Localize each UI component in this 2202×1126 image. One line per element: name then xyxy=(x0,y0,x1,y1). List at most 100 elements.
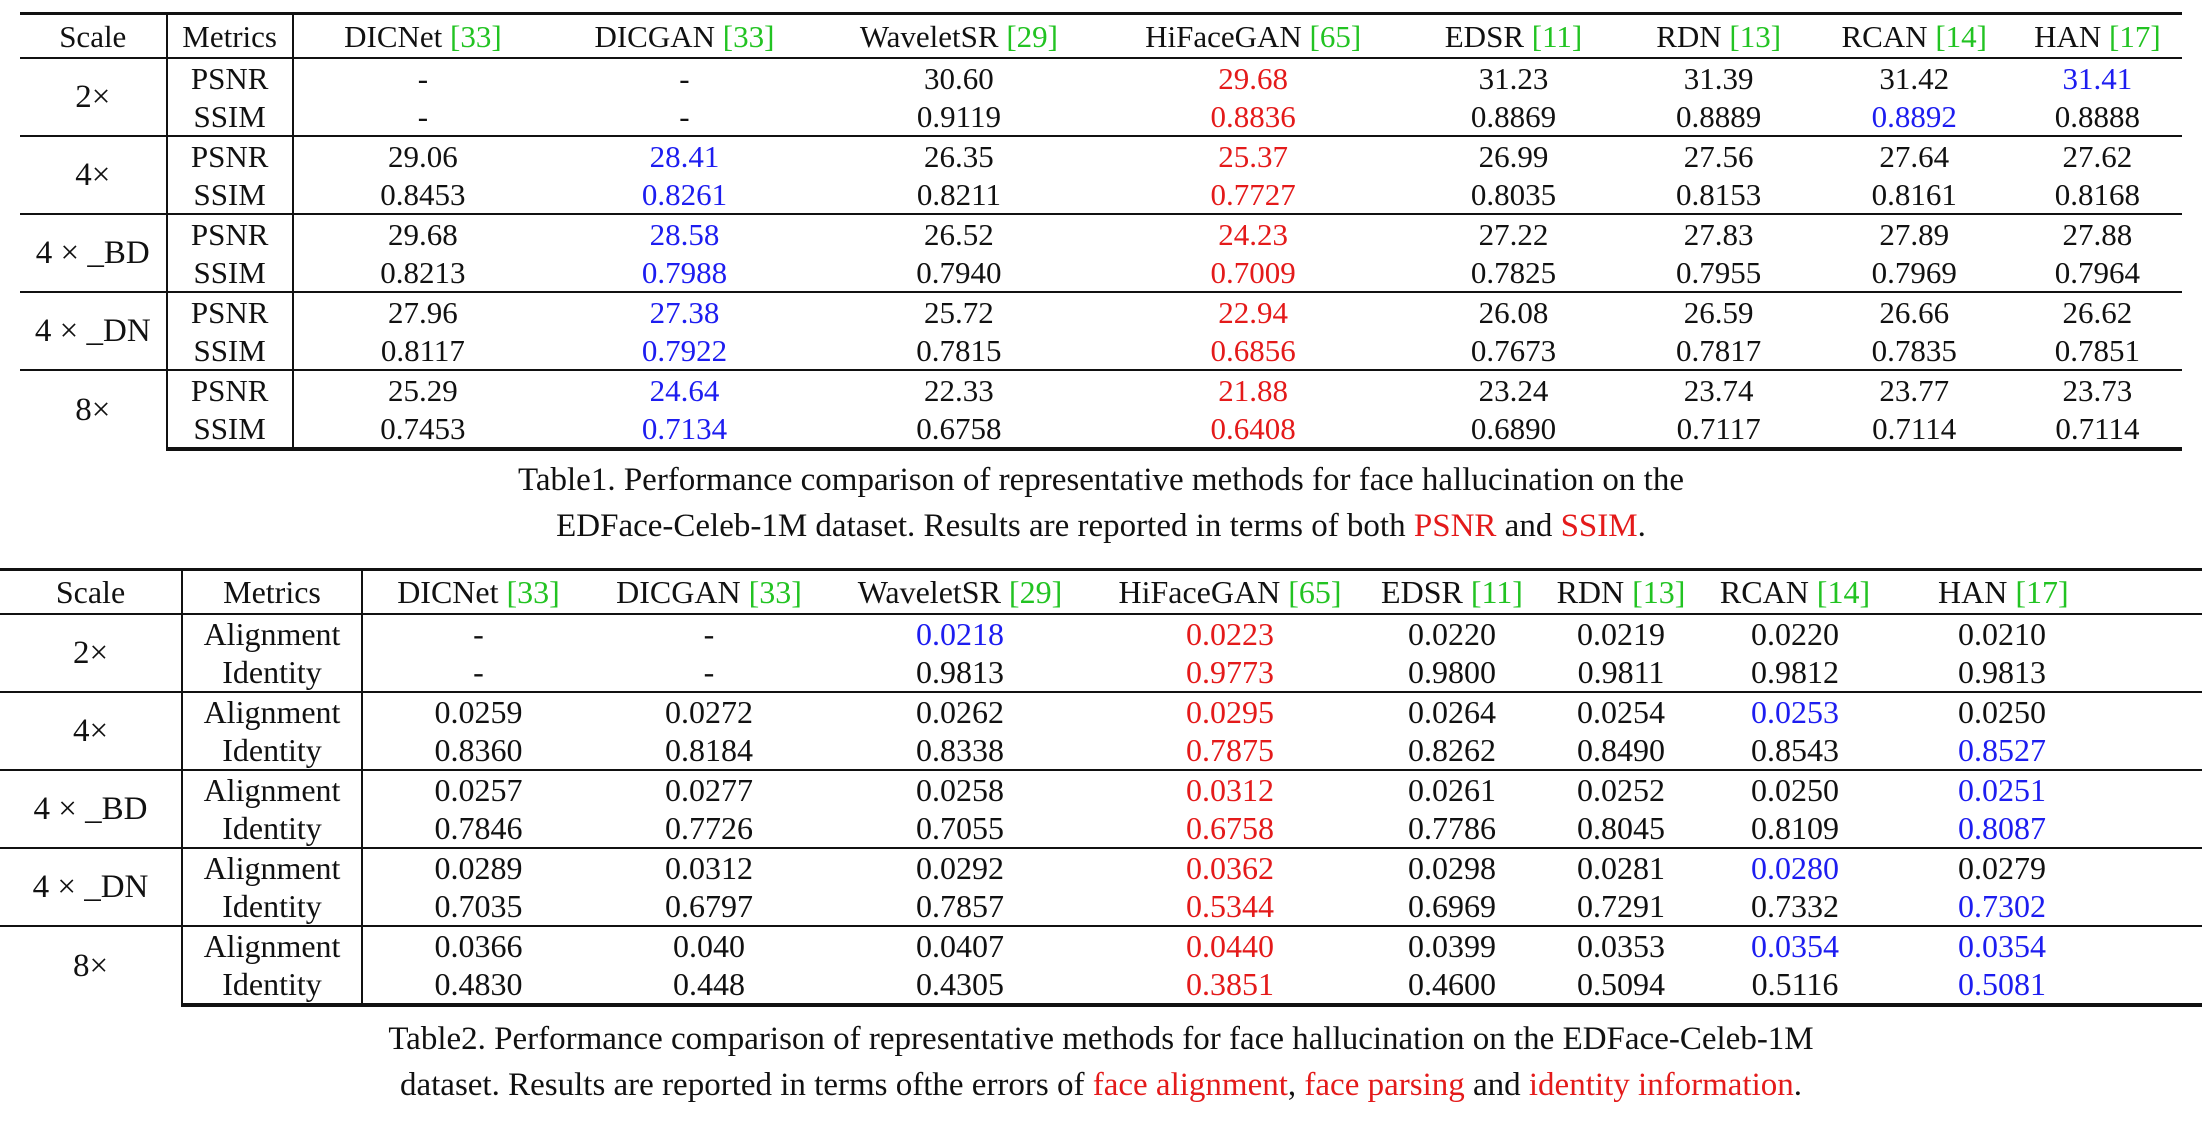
header-metrics: Metrics xyxy=(182,568,363,615)
table-1-caption: Table1. Performance comparison of repres… xyxy=(0,457,2202,549)
citation-link[interactable]: [11] xyxy=(1531,18,1583,54)
metric-cell: PSNR xyxy=(166,135,294,175)
value-cell: 0.8360 xyxy=(434,732,523,768)
citation-link[interactable]: [13] xyxy=(1632,574,1686,610)
scale-cell: 2× xyxy=(20,57,168,136)
metric-cell: Identity xyxy=(182,887,363,926)
scale-cell: 2× xyxy=(0,613,183,692)
metric-cell: SSIM xyxy=(166,175,294,214)
value-cell: 0.0280 xyxy=(1702,847,1888,887)
value-cell: 0.8117 xyxy=(380,332,465,368)
value-cell: 0.0277 xyxy=(594,769,824,809)
header-method: DICGAN [33] xyxy=(552,12,817,59)
metric-cell: Alignment xyxy=(182,925,363,965)
value-cell: 0.7988 xyxy=(641,254,728,290)
table-row: SSIM 0.8213 0.7988 0.7940 0.7009 0.7825 … xyxy=(20,253,2182,292)
value-cell: 0.0223 xyxy=(1096,613,1364,653)
value-cell: 0.0366 xyxy=(362,925,594,965)
table-row: SSIM - - 0.9119 0.8836 0.8869 0.8889 0.8… xyxy=(20,97,2182,136)
value-cell: 27.89 xyxy=(1815,213,2013,253)
table-row: 8× PSNR 25.29 24.64 22.33 21.88 23.24 23… xyxy=(20,369,2182,449)
value-cell: 0.0362 xyxy=(1096,847,1364,887)
value-cell: 27.56 xyxy=(1621,135,1816,175)
citation-link[interactable]: [17] xyxy=(2015,574,2069,610)
value-cell: 26.66 xyxy=(1815,291,2013,331)
metric-cell: PSNR xyxy=(166,369,294,409)
citation-link[interactable]: [29] xyxy=(1006,18,1058,54)
value-cell: 0.7955 xyxy=(1676,254,1762,290)
value-cell: 0.0354 xyxy=(1702,925,1888,965)
value-cell: 0.8892 xyxy=(1871,98,1957,134)
value-cell: 23.73 xyxy=(2012,369,2182,409)
value-cell: 0.6890 xyxy=(1405,409,1622,451)
value-cell: 0.7922 xyxy=(641,332,728,368)
citation-link[interactable]: [14] xyxy=(1935,18,1987,54)
table-row: 4× PSNR 29.06 28.41 26.35 25.37 26.99 27… xyxy=(20,135,2182,214)
citation-link[interactable]: [17] xyxy=(2109,18,2161,54)
citation-link[interactable]: [65] xyxy=(1288,574,1342,610)
scale-cell: 4 × _DN xyxy=(0,847,183,926)
value-cell: 0.6797 xyxy=(665,888,753,924)
citation-link[interactable]: [33] xyxy=(748,574,802,610)
value-cell: 27.83 xyxy=(1621,213,1816,253)
table-2-header-row: Scale Metrics DICNet [33] DICGAN [33] Wa… xyxy=(0,568,2202,615)
value-cell: 29.68 xyxy=(1100,57,1406,97)
value-cell: 0.0220 xyxy=(1364,613,1540,653)
value-cell: 0.7114 xyxy=(1815,409,2013,451)
value-cell: 0.7726 xyxy=(665,810,753,846)
citation-link[interactable]: [29] xyxy=(1008,574,1063,610)
value-cell: 0.0257 xyxy=(362,769,594,809)
value-cell: 23.24 xyxy=(1405,369,1622,409)
value-cell: 24.64 xyxy=(552,369,817,409)
header-scale: Scale xyxy=(20,12,168,59)
table-row: 2× Alignment - - 0.0218 0.0223 0.0220 0.… xyxy=(0,613,2202,692)
table-row: 8× Alignment 0.0366 0.040 0.0407 0.0440 … xyxy=(0,925,2202,1005)
value-cell: 0.7817 xyxy=(1676,332,1762,368)
metric-cell: Identity xyxy=(182,653,363,692)
scale-cell: 4× xyxy=(0,691,183,770)
value-cell: 0.8889 xyxy=(1676,98,1762,134)
citation-link[interactable]: [33] xyxy=(722,18,775,54)
table-row: Identity 0.7846 0.7726 0.7055 0.6758 0.7… xyxy=(0,809,2202,848)
header-method: EDSR [11] xyxy=(1364,568,1540,615)
value-cell: 0.0219 xyxy=(1540,613,1702,653)
value-cell: 0.9812 xyxy=(1751,654,1839,690)
value-cell: 0.8045 xyxy=(1577,810,1665,846)
value-cell: 0.9813 xyxy=(916,654,1004,690)
table-1-header-row: Scale Metrics DICNet [33] DICGAN [33] Wa… xyxy=(20,12,2182,59)
value-cell: 31.23 xyxy=(1405,57,1622,97)
header-metrics: Metrics xyxy=(166,12,294,59)
value-cell: 0.9119 xyxy=(916,98,1001,134)
value-cell: 0.5081 xyxy=(1888,965,2202,1007)
caption-highlight: SSIM xyxy=(1560,508,1638,544)
citation-link[interactable]: [14] xyxy=(1816,574,1871,610)
value-cell: 0.8527 xyxy=(1958,732,2046,768)
citation-link[interactable]: [65] xyxy=(1309,18,1362,54)
caption-highlight: face alignment xyxy=(1092,1067,1288,1103)
value-cell: 25.37 xyxy=(1100,135,1406,175)
value-cell: 0.8888 xyxy=(2054,98,2141,134)
citation-link[interactable]: [13] xyxy=(1729,18,1782,54)
value-cell: 0.7302 xyxy=(1958,888,2046,924)
table-row: Identity 0.4830 0.448 0.4305 0.3851 0.46… xyxy=(0,965,2202,1007)
value-cell: 0.0281 xyxy=(1540,847,1702,887)
value-cell: 31.42 xyxy=(1815,57,2013,97)
caption-line: dataset. Results are reported in terms o… xyxy=(399,1067,1803,1103)
value-cell: 26.59 xyxy=(1621,291,1816,331)
value-cell: 27.22 xyxy=(1405,213,1622,253)
citation-link[interactable]: [33] xyxy=(450,18,502,54)
value-cell: - xyxy=(362,613,594,653)
header-method: DICNet [33] xyxy=(292,12,553,59)
header-method: WaveletSR [29] xyxy=(816,12,1101,59)
value-cell: 0.6758 xyxy=(816,409,1101,451)
value-cell: 0.0295 xyxy=(1096,691,1364,731)
value-cell: 0.8168 xyxy=(2054,176,2141,212)
value-cell: 0.7875 xyxy=(1186,732,1274,768)
citation-link[interactable]: [11] xyxy=(1470,574,1523,610)
citation-link[interactable]: [33] xyxy=(506,574,560,610)
value-cell: 0.6408 xyxy=(1100,409,1406,451)
header-method: RDN [13] xyxy=(1540,568,1702,615)
value-cell: 26.35 xyxy=(816,135,1101,175)
value-cell: - xyxy=(703,654,715,690)
value-cell: 22.33 xyxy=(816,369,1101,409)
